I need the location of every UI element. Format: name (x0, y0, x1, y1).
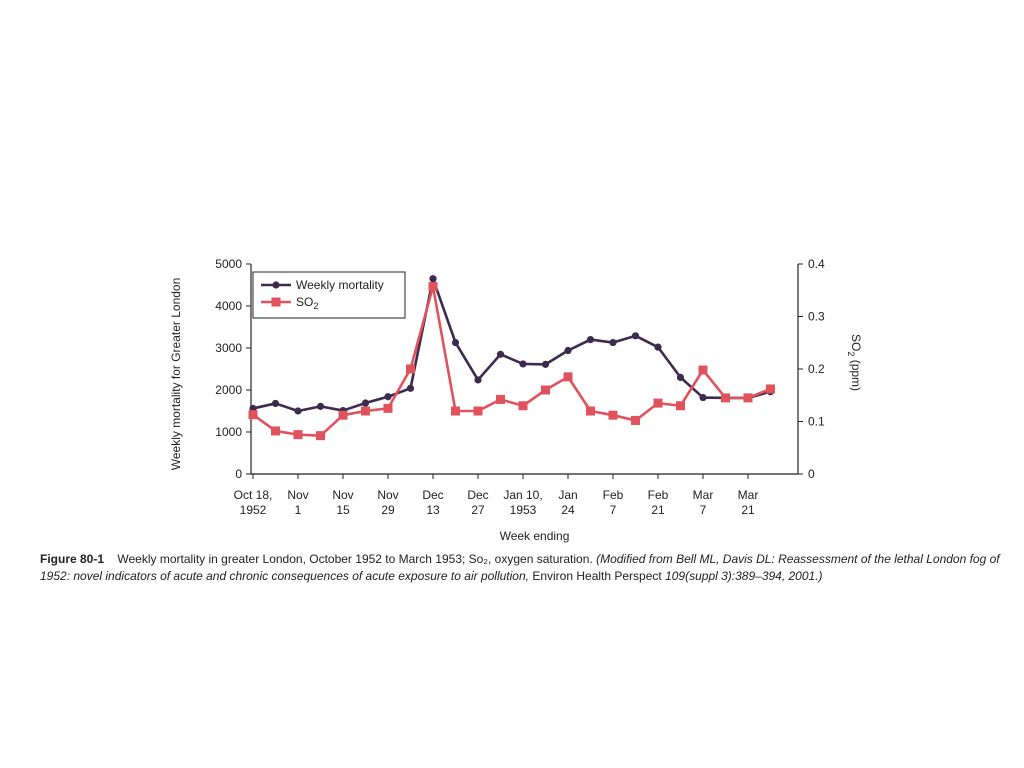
x-tick-label: 1953 (510, 503, 537, 517)
legend-label: SO2 (296, 295, 318, 311)
x-tick-label: Jan 10, (503, 488, 542, 502)
x-tick-label: Jan (558, 488, 577, 502)
x-tick-label: 1952 (240, 503, 267, 517)
y2-tick-label: 0.3 (808, 310, 825, 324)
y-tick-label: 1000 (215, 425, 242, 439)
so2-point (451, 406, 460, 416)
x-tick-label: Mar (738, 488, 759, 502)
x-tick-label: 24 (561, 503, 575, 517)
y2-axis-title-text: SO2 (ppm) (846, 334, 863, 391)
so2-point (248, 410, 258, 420)
mortality-point (541, 360, 550, 368)
so2-point (316, 431, 325, 441)
mortality-point (451, 338, 460, 347)
y2-tick-label: 0.1 (808, 415, 825, 429)
x-tick-label: 7 (700, 503, 707, 517)
x-tick-label: 21 (741, 503, 755, 517)
caption-source: (Modified from Bell ML, Davis DL: Reasse… (40, 552, 1000, 583)
legend-swatch-marker (271, 297, 281, 307)
figure-caption: Figure 80-1 Weekly mortality in greater … (40, 551, 1000, 585)
mortality-point (586, 336, 595, 344)
mortality-point (654, 343, 662, 351)
so2-point (338, 410, 348, 420)
y2-axis-title: SO2 (ppm) (846, 334, 863, 391)
so2-point (653, 398, 663, 408)
x-tick-label: Feb (648, 488, 669, 502)
so2-point (293, 430, 303, 440)
x-tick-label: Dec (467, 488, 488, 502)
so2-point (586, 406, 595, 416)
mortality-point (474, 376, 482, 384)
x-tick-label: 15 (336, 503, 350, 517)
mortality-line (252, 277, 771, 413)
mortality-point (294, 407, 302, 415)
mortality-point (609, 338, 617, 347)
so2-point (361, 406, 370, 416)
so2-point (766, 384, 775, 394)
x-axis-title: Week ending (500, 529, 570, 543)
legend-label: Weekly mortality (296, 278, 384, 292)
mortality-point (519, 360, 527, 368)
so2-point (541, 385, 550, 395)
mortality-point (316, 402, 325, 410)
y-tick-label: 2000 (215, 383, 242, 397)
so2-point (473, 406, 483, 416)
mortality-so2-chart: 0 1000 2000 3000 4000 5000 0 0.1 0.2 0.3 0.4 Oct 18… (169, 257, 863, 543)
caption-text: Weekly mortality in greater London, Octo… (117, 552, 593, 566)
so2-point (271, 426, 280, 436)
y2-tick-label: 0.4 (808, 257, 825, 271)
legend-box (252, 271, 406, 319)
y-tick-label: 3000 (215, 341, 242, 355)
mortality-point (631, 332, 640, 340)
mortality-point (676, 373, 685, 381)
so2-point (406, 364, 415, 374)
y2-tick-label: 0.2 (808, 362, 825, 376)
mortality-point (406, 384, 415, 392)
caption-citation: 109(suppl 3):389–394, 2001.) (665, 569, 823, 583)
x-tick-label: 27 (471, 503, 485, 517)
chart: 0 1000 2000 3000 4000 5000 0 0.1 0.2 0.3 0.4 Oct 18… (169, 257, 863, 543)
mortality-point (361, 399, 370, 407)
x-tick-label: 7 (610, 503, 617, 517)
x-tick-label: 1 (295, 503, 302, 517)
x-tick-label: Feb (603, 488, 624, 502)
so2-point (698, 365, 708, 375)
mortality-point (564, 346, 572, 355)
mortality-point (699, 393, 707, 402)
x-tick-label: 29 (381, 503, 395, 517)
y-tick-label: 0 (235, 467, 242, 481)
so2-point (563, 372, 573, 382)
mortality-point (384, 393, 392, 401)
caption-journal: Environ Health Perspect (532, 569, 662, 583)
so2-point (743, 393, 753, 403)
y-axis-title: Weekly mortality for Greater London (169, 278, 183, 471)
x-tick-label: Oct 18, (234, 488, 273, 502)
so2-point (428, 282, 438, 292)
mortality-point (271, 399, 280, 408)
x-tick-label: Nov (377, 488, 398, 502)
y2-tick-label: 0 (808, 467, 815, 481)
y-tick-label: 5000 (215, 257, 242, 271)
so2-point (496, 394, 505, 404)
y-tick-label: 4000 (215, 299, 242, 313)
so2-point (383, 403, 393, 413)
x-tick-label: 21 (651, 503, 665, 517)
x-tick-label: Nov (332, 488, 353, 502)
x-tick-label: Dec (422, 488, 443, 502)
x-tick-label: 13 (426, 503, 440, 517)
so2-point (608, 410, 618, 420)
so2-point (631, 415, 640, 425)
legend-swatch-marker (272, 281, 280, 289)
figure-number: Figure 80-1 (40, 552, 105, 566)
mortality-point (496, 350, 505, 358)
x-tick-label: Mar (693, 488, 714, 502)
so2-point (518, 401, 528, 411)
so2-point (721, 393, 730, 403)
x-tick-label: Nov (287, 488, 308, 502)
mortality-point (429, 275, 437, 283)
so2-point (676, 401, 685, 411)
